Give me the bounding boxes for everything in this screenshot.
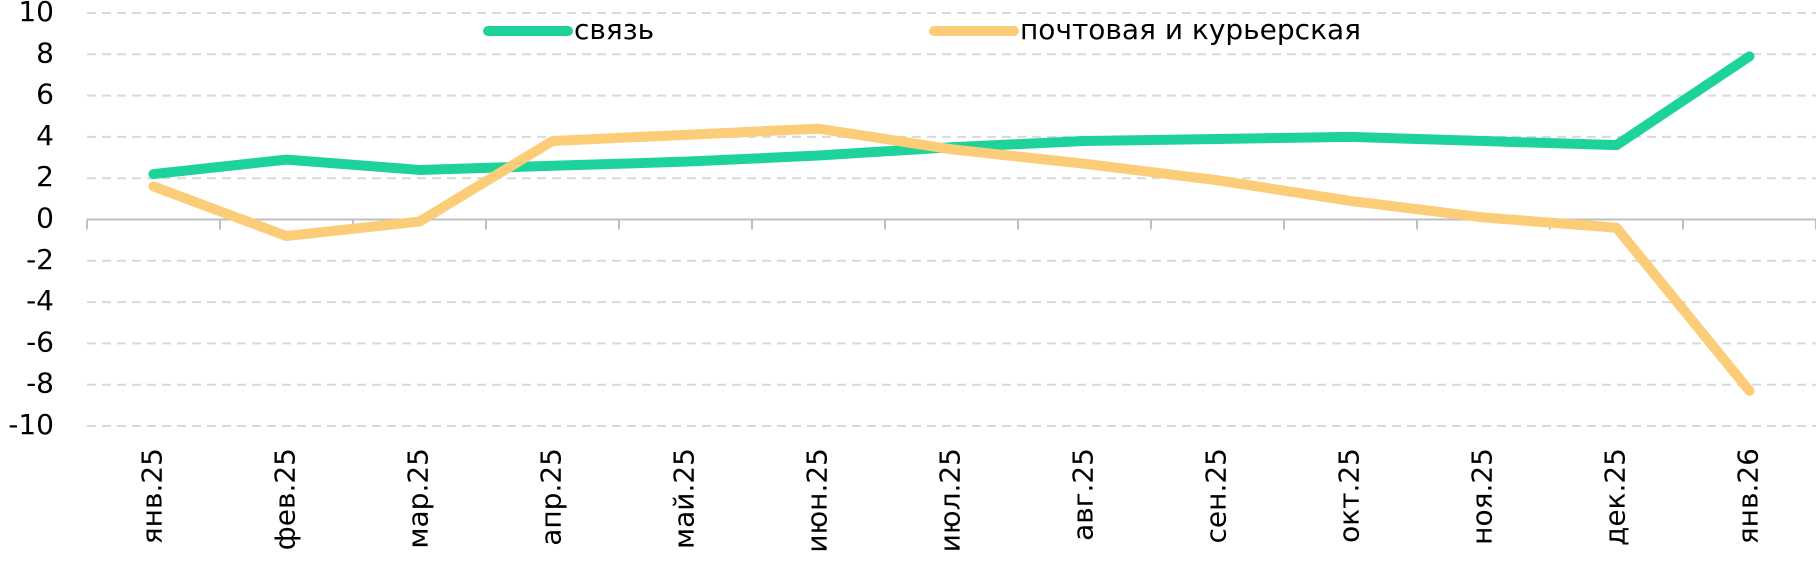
x-tick-label: янв.26	[1732, 448, 1765, 544]
y-tick-label: -10	[8, 408, 54, 441]
line-series	[148, 123, 1755, 396]
y-tick-label: -8	[26, 367, 54, 400]
x-tick-label: сен.25	[1200, 448, 1233, 543]
x-tick-label: фев.25	[269, 448, 302, 550]
x-tick-label: янв.25	[136, 448, 169, 544]
legend-label: почтовая и курьерская	[1020, 13, 1361, 46]
y-tick-label: 6	[36, 78, 54, 111]
y-tick-label: 4	[36, 119, 54, 152]
y-tick-label: 8	[36, 36, 54, 69]
y-tick-label: -6	[26, 325, 54, 358]
x-tick-label: ноя.25	[1466, 448, 1499, 545]
y-tick-label: -2	[26, 243, 54, 276]
x-tick-label: май.25	[668, 448, 701, 549]
x-tick-label: апр.25	[535, 448, 568, 546]
x-tick-label: авг.25	[1067, 448, 1100, 541]
x-tick-label: июл.25	[934, 448, 967, 552]
legend-label: связь	[574, 13, 654, 46]
x-tick-label: дек.25	[1599, 448, 1632, 546]
x-tick-label: июн.25	[801, 448, 834, 553]
y-tick-label: 0	[36, 202, 54, 235]
line-series	[148, 51, 1755, 180]
y-tick-label: -4	[26, 284, 54, 317]
y-tick-label: 2	[36, 160, 54, 193]
y-tick-label: 10	[18, 0, 54, 28]
x-tick-label: мар.25	[402, 448, 435, 549]
x-tick-label: окт.25	[1333, 448, 1366, 543]
